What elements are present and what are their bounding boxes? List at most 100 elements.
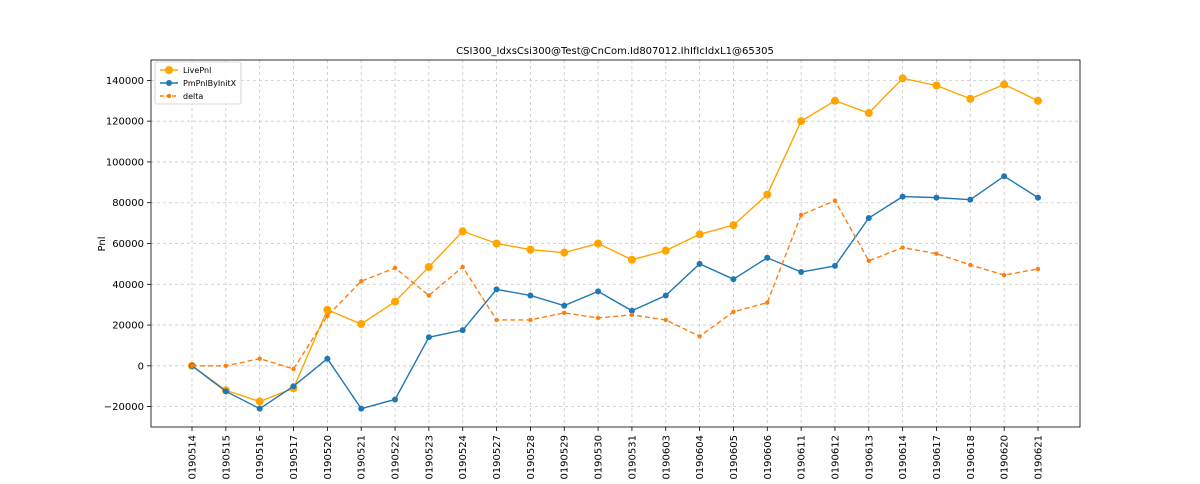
legend-label: PmPnlByInitX: [183, 79, 237, 88]
data-point: [966, 94, 975, 103]
y-tick-label: 20000: [112, 321, 144, 332]
data-point: [189, 363, 195, 369]
x-tick-label: 20190529: [560, 435, 571, 480]
data-point: [1000, 80, 1009, 89]
x-tick-label: 20190514: [188, 435, 199, 480]
x-tick-label: 20190527: [492, 435, 503, 480]
x-tick-label: 20190517: [289, 435, 300, 480]
x-tick-label: 20190620: [1000, 435, 1011, 480]
y-tick-label: 80000: [112, 198, 144, 209]
data-point: [323, 305, 332, 314]
data-point: [663, 317, 668, 323]
data-point: [290, 383, 297, 390]
data-point: [425, 334, 432, 341]
legend-swatch-marker: [166, 93, 172, 99]
x-tick-label: 20190612: [830, 435, 841, 480]
chart-title: CSI300_IdxsCsi300@Test@CnCom.Id807012.Ih…: [456, 46, 774, 57]
x-tick-label: 20190522: [391, 435, 402, 480]
data-point: [458, 227, 467, 236]
data-point: [695, 230, 704, 239]
data-point: [933, 194, 940, 201]
data-point: [392, 396, 399, 403]
data-point: [798, 269, 805, 276]
data-point: [256, 405, 263, 412]
x-tick-label: 20190621: [1034, 435, 1045, 480]
data-point: [494, 317, 499, 323]
series-layer: [188, 74, 1042, 412]
x-tick-label: 20190617: [932, 435, 943, 480]
data-point: [291, 366, 296, 372]
data-point: [628, 307, 635, 314]
data-point: [797, 117, 806, 126]
data-point: [595, 315, 601, 321]
data-point: [325, 313, 330, 319]
data-point: [222, 388, 229, 395]
data-point: [764, 254, 771, 261]
y-tick-label: 140000: [106, 76, 144, 87]
series-delta: [189, 198, 1041, 372]
legend-label: delta: [183, 92, 203, 101]
legend-swatch-marker: [165, 66, 173, 74]
data-point: [492, 239, 501, 248]
y-tick-label: 100000: [106, 157, 144, 168]
data-point: [594, 239, 603, 248]
data-point: [255, 397, 264, 406]
data-point: [832, 198, 838, 203]
x-tick-label: 20190515: [221, 435, 232, 480]
data-point: [257, 356, 262, 361]
series-line: [191, 77, 1039, 403]
series-line: [192, 199, 1039, 370]
x-tick-label: 20190530: [594, 435, 605, 480]
data-point: [1001, 173, 1008, 180]
data-point: [629, 312, 635, 318]
data-point: [899, 193, 906, 200]
data-point: [730, 276, 737, 283]
data-point: [866, 258, 871, 264]
y-tick-label: −20000: [104, 402, 144, 413]
axes: −20000 0 20000 40000 60000 80000 100000 120000 1…: [104, 59, 1081, 484]
data-point: [357, 320, 366, 329]
series-line: [191, 175, 1039, 410]
data-point: [426, 293, 432, 298]
data-point: [359, 279, 364, 284]
data-point: [528, 317, 533, 323]
data-point: [358, 405, 365, 412]
data-point: [1001, 272, 1007, 278]
data-point: [527, 292, 534, 299]
x-tick-label: 20190524: [458, 435, 469, 480]
data-point: [968, 262, 973, 268]
data-point: [763, 190, 772, 199]
data-point: [729, 221, 738, 230]
data-point: [1035, 266, 1041, 272]
x-tick-label: 20190605: [729, 435, 740, 480]
data-point: [561, 302, 568, 309]
data-point: [864, 109, 873, 118]
data-point: [526, 245, 535, 254]
data-point: [696, 260, 703, 267]
data-point: [459, 327, 466, 334]
data-point: [898, 74, 907, 83]
data-point: [967, 196, 974, 203]
y-tick-label: 40000: [112, 280, 144, 291]
data-point: [831, 262, 838, 269]
data-point: [560, 248, 569, 257]
x-tick-label: 20190614: [898, 435, 909, 480]
data-point: [865, 215, 872, 222]
x-tick-label: 20190520: [323, 435, 334, 480]
x-tick-label: 20190516: [255, 435, 266, 480]
legend: LivePnl PmPnlByInitX delta: [154, 61, 242, 105]
y-tick-label: 0: [138, 361, 144, 372]
x-tick-label: 20190528: [526, 435, 537, 480]
x-tick-label: 20190521: [357, 435, 368, 480]
data-point: [595, 288, 602, 295]
x-tick-label: 20190618: [966, 435, 977, 480]
series-LivePnl: [188, 74, 1042, 406]
data-point: [661, 246, 670, 255]
series-PmPnlByInitX: [189, 173, 1041, 412]
x-tick-label: 20190606: [763, 435, 774, 480]
data-point: [731, 309, 736, 315]
data-point: [830, 96, 839, 105]
legend-swatch-marker: [166, 80, 172, 86]
